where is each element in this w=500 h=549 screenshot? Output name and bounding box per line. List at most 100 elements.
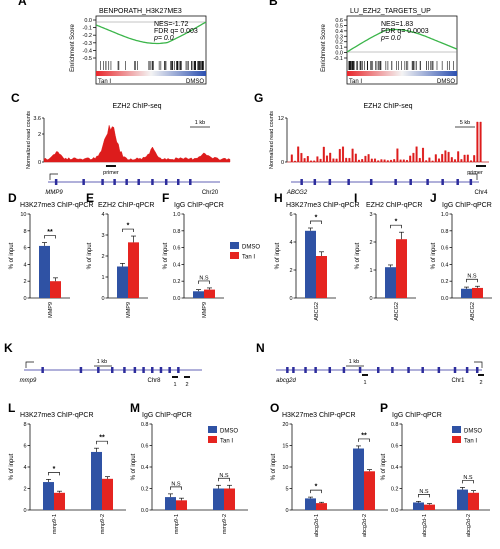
gene-exon [189,179,192,185]
panel-label: P [380,401,388,415]
significance-bracket [462,480,474,484]
significance-label: * [315,215,318,222]
chart-title: IgG ChIP-qPCR [392,412,442,419]
bar-chart-j: J IgG ChIP-qPCR 0.0 0.2 0.4 0.6 0.8 1.0 % of inp… [430,191,492,321]
bar-chart-p: P IgG ChIP-qPCR 0.0 0.2 0.4 0.6 0.8 % of input a… [380,401,490,537]
gene-exon [421,367,424,373]
tss-arrow [474,361,483,368]
gene-exon [347,179,350,185]
gene-exon [286,367,289,373]
x-tick-label: MMP9 [48,302,54,318]
gene-exon [101,179,104,185]
gene-exon [177,179,180,185]
significance-label: N.S [219,473,229,479]
gene-exon [177,367,180,373]
y-tick-label: 0.0 [173,296,181,302]
x-tick-label: MMP9 [126,302,132,318]
legend-swatch-dmso [230,242,239,249]
gsea-ytick-label: -0.4 [83,48,92,54]
bar-tan-i [316,503,327,510]
y-tick-label: 5 [285,487,288,493]
primer-label: 2 [479,380,482,386]
gene-label: MMP9 [45,190,63,196]
gene-exon [328,367,332,373]
significance-label: N.S [467,274,477,280]
significance-bracket [198,280,210,284]
significance-label: N.S [199,275,209,281]
y-tick-label: 1 [101,275,104,281]
y-tick-label: 0.4 [141,465,149,471]
bar-chart-e: E EZH2 ChIP-qPCR 0 1 2 3 4 % of input MMP9 * [86,191,154,318]
gene-map-k: K 1 kb mmp9 Chr8 1 2 [4,341,202,388]
gene-label: ABCG2 [286,190,308,196]
y-axis-label: % of input [163,242,169,269]
gsea-ytick-label: -0.1 [334,56,343,62]
bar-tan-i [128,242,139,298]
y-tick-label: 8 [23,422,26,428]
chr-label: Chr1 [451,378,465,384]
y-tick-label: 0.6 [391,444,399,450]
gsea-ytick-label: 0.5 [335,23,343,29]
y-tick-label: 0.6 [441,246,449,252]
tss-arrow [25,361,34,368]
panel-label: O [270,401,279,415]
gsea-title: BENPORATH_H3K27ME3 [99,8,182,15]
gsea-stat: p= 0.0 [380,35,401,42]
y-tick-label: 0.2 [391,487,399,493]
gene-exon [54,179,58,185]
gene-exon [426,179,429,185]
bar-tan-i [396,239,407,298]
panel-label: N [256,341,265,355]
gsea-right-label: DMSO [437,79,455,85]
gsea-left-label: Tan I [98,79,111,85]
y-tick-label: 0.0 [391,508,399,514]
gene-exon [113,179,116,185]
significance-label: * [53,466,56,473]
bar-tan-i [224,488,235,510]
legend-swatch-dmso [208,426,217,433]
gene-exon [453,367,457,373]
y-tick-label: 0.2 [441,279,449,285]
gene-label: abcg2d [276,378,296,384]
y-tick-label: 8 [23,229,26,235]
legend-swatch-tan-i [452,436,461,443]
chip-seq-panels: C EZH2 ChIP-seq 3.6 2 0 Normalized read count… [11,91,489,196]
panel-label: J [430,191,437,205]
y-axis-label: % of input [9,453,15,480]
x-tick-label: abcg2d-1 [314,514,320,537]
gsea-ytick-label: 0.0 [84,18,92,24]
gsea-rank-bar [96,71,206,76]
y-tick-label: 0.8 [173,229,181,235]
gene-exon [151,179,154,185]
chip-title: EZH2 ChIP-seq [363,103,412,110]
gene-exon [97,367,100,373]
y-tick-label: 2 [101,254,104,260]
chip-ylabel: Normalized read counts [26,111,32,169]
y-tick-label: 3 [369,212,372,218]
legend-label: Tan I [242,255,255,261]
panel-label: I [354,191,357,205]
x-tick-label: abcg2d-2 [362,514,368,537]
gene-exon [123,367,126,373]
chip-signal [287,121,489,163]
gene-exon [456,179,459,185]
chr-label: Chr4 [474,190,488,196]
chr-label: Chr20 [202,190,219,196]
significance-label: N.S [463,475,473,481]
panel-label: G [254,91,263,105]
bar-tan-i [50,281,61,298]
gene-exon [377,367,380,373]
x-tick-label: mmp9-1 [174,514,180,534]
bar-tan-i [424,504,435,510]
bar-tan-i [176,500,187,510]
gene-exon [292,367,295,373]
y-tick-label: 1.0 [441,212,449,218]
chart-title: EZH2 ChIP-qPCR [366,202,422,209]
y-tick-label: 0.0 [441,296,449,302]
gsea-ytick-label: -0.5 [83,56,92,62]
y-tick-label: 1 [369,268,372,274]
y-tick-label: 2 [289,268,292,274]
chr-label: Chr8 [147,378,161,384]
